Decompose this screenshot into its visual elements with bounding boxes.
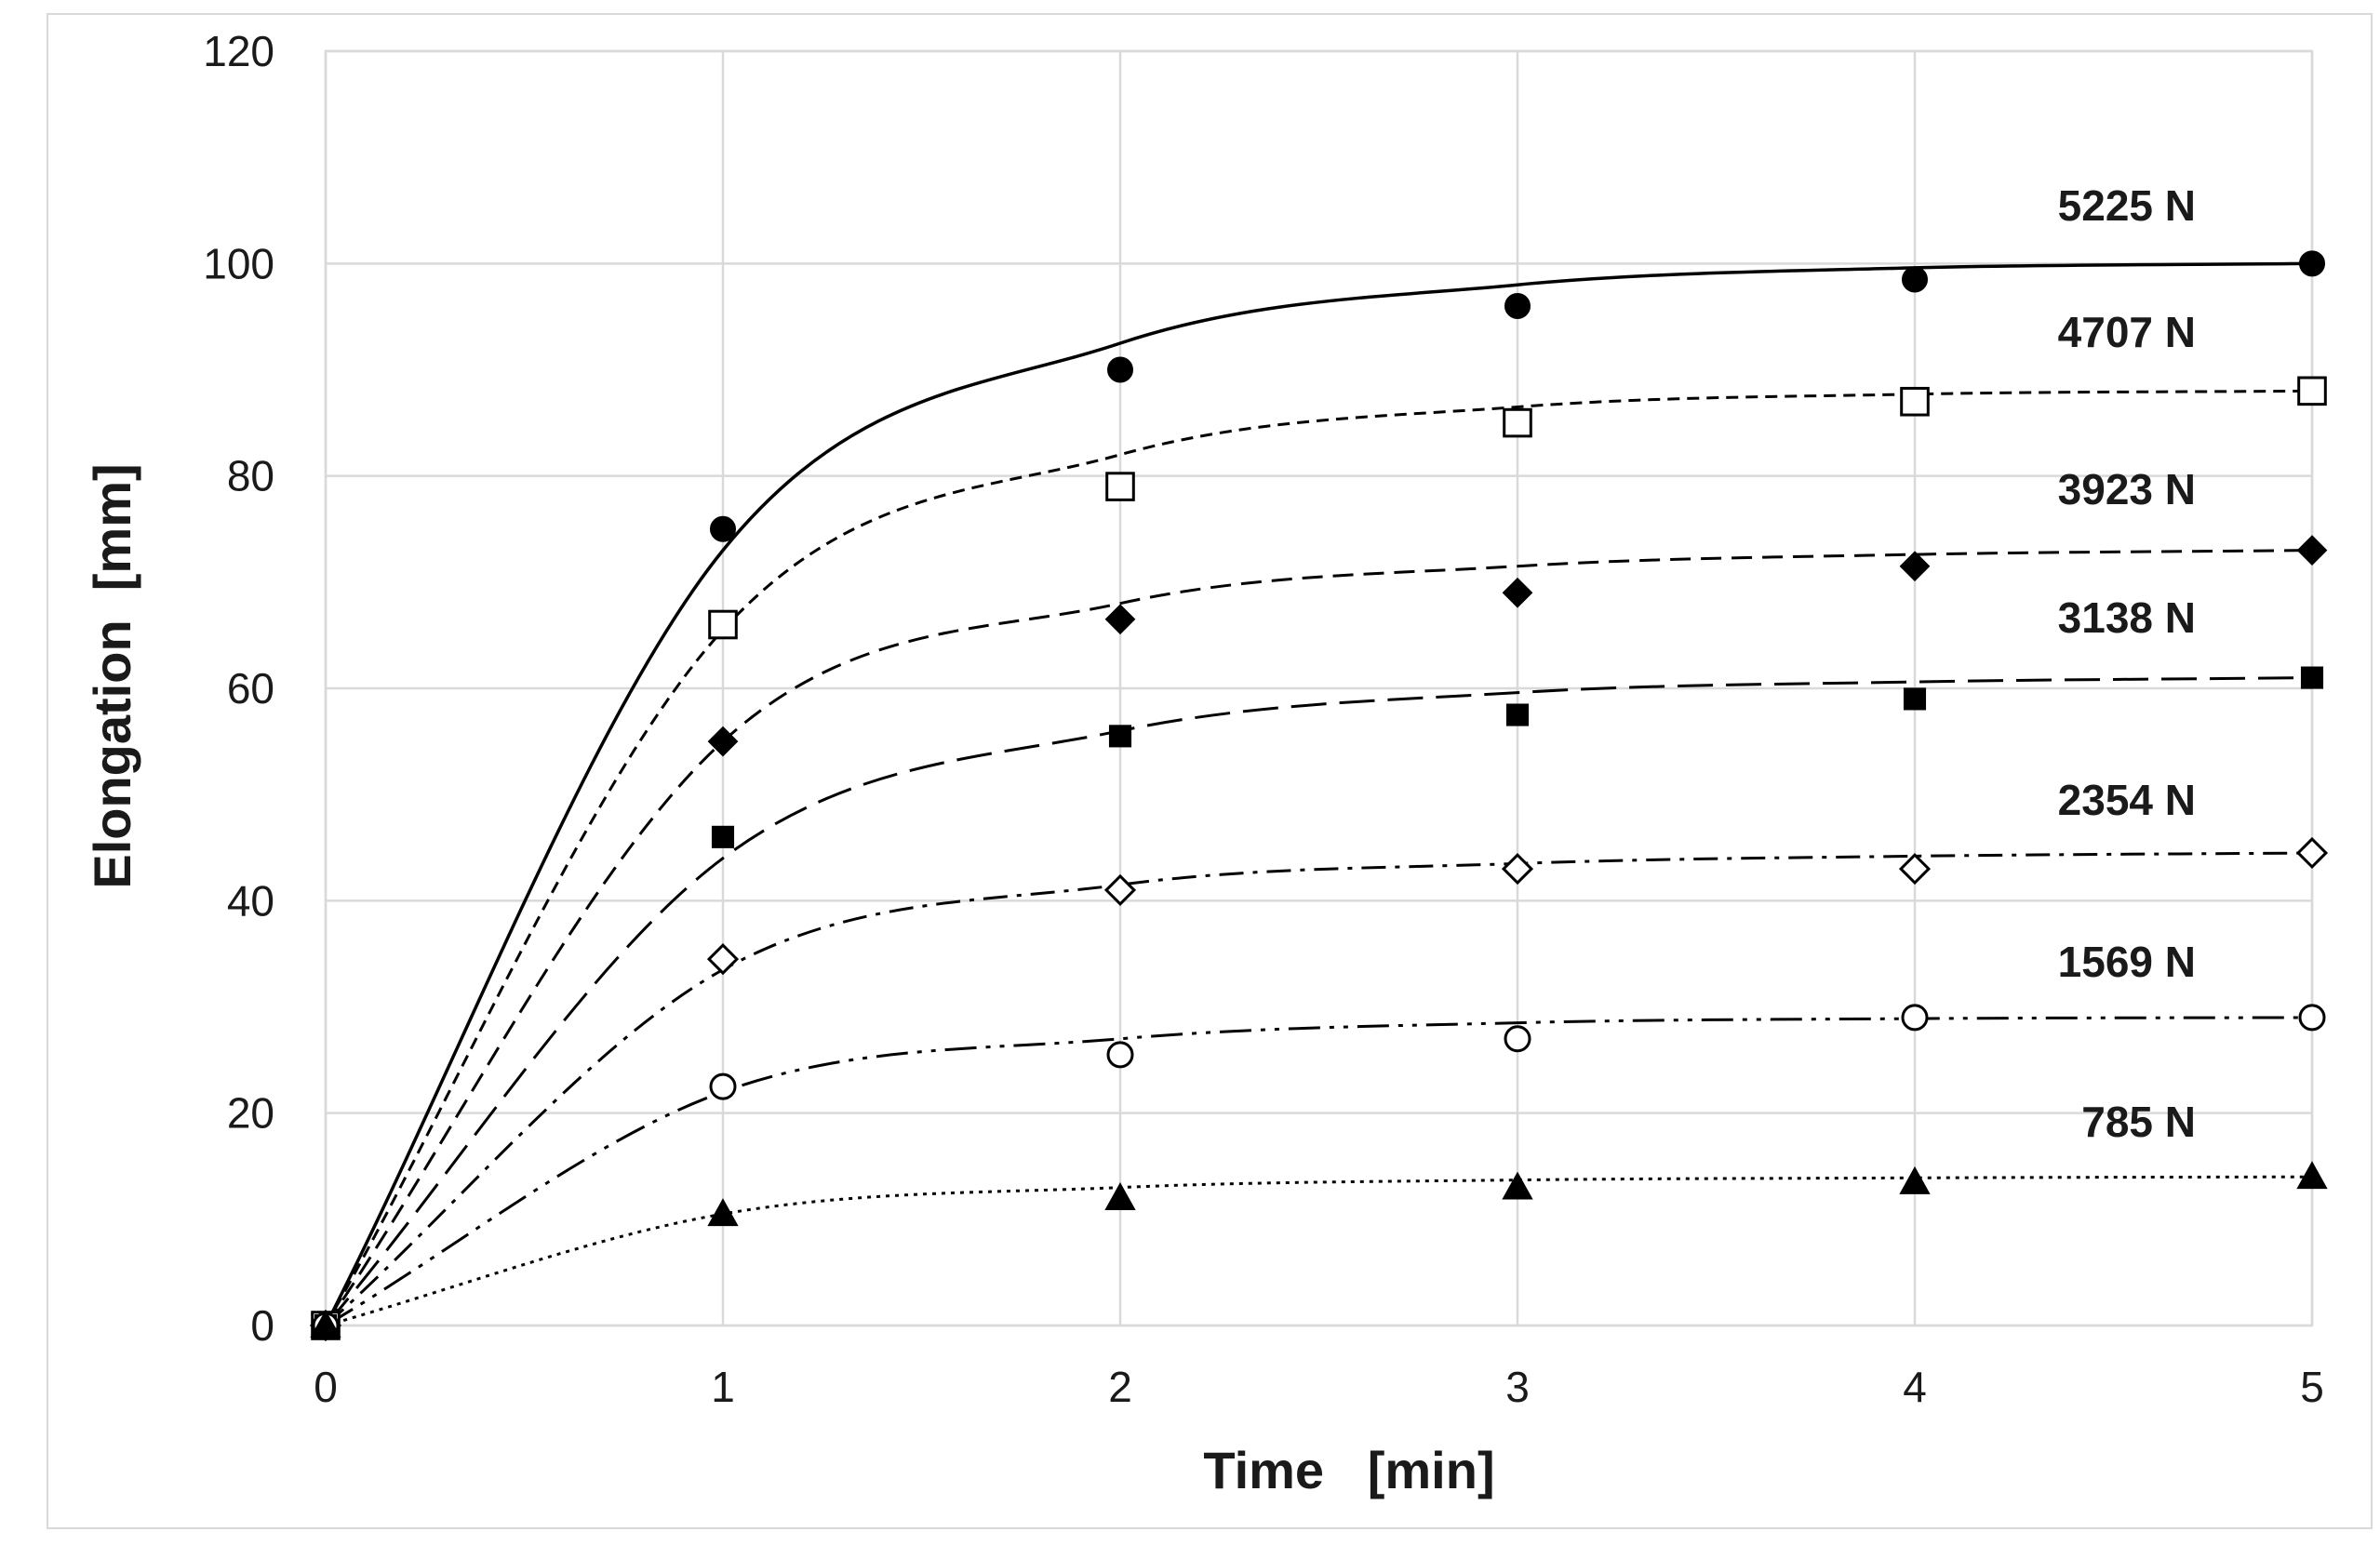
data-point-3138n <box>1108 725 1132 748</box>
y-tick-label: 120 <box>203 27 274 75</box>
x-tick-label: 1 <box>711 1363 735 1411</box>
grid-layer <box>324 49 2314 1327</box>
data-point-3923n <box>1899 551 1931 582</box>
data-point-1569n <box>1106 1041 1134 1069</box>
data-point-1569n <box>709 1072 737 1100</box>
data-point-3923n <box>2296 535 2328 566</box>
series-label-3923n: 3923 N <box>2058 465 2196 513</box>
data-point-5225n <box>2299 250 2325 277</box>
data-point-3138n <box>2300 666 2324 689</box>
series-label-1569n: 1569 N <box>2058 938 2196 986</box>
data-point-3138n <box>1505 703 1530 726</box>
data-point-785n <box>707 1198 739 1227</box>
series-line-1569n <box>325 1016 2313 1327</box>
y-tick-label: 60 <box>227 664 274 713</box>
data-point-5225n <box>1504 293 1531 319</box>
data-point-785n <box>310 1309 341 1338</box>
data-point-3138n <box>1903 687 1927 711</box>
data-point-2354n <box>706 943 740 976</box>
series-line-3138n <box>324 676 2313 1326</box>
data-point-5225n <box>1107 356 1133 383</box>
data-point-3923n <box>1502 577 1533 608</box>
data-point-785n <box>1899 1165 1931 1194</box>
data-point-2354n <box>1501 853 1534 886</box>
x-tick-label: 2 <box>1108 1363 1132 1411</box>
data-point-785n <box>1502 1171 1533 1200</box>
data-point-785n <box>1104 1181 1136 1210</box>
data-point-2354n <box>1898 853 1932 886</box>
data-point-1569n <box>1901 1004 1929 1032</box>
data-point-4707n <box>2297 376 2327 406</box>
y-axis-title: Elongation [mm] <box>83 463 141 888</box>
data-point-1569n <box>2298 1004 2326 1032</box>
data-point-3138n <box>711 825 735 848</box>
series-line-3923n <box>324 549 2313 1326</box>
data-point-785n <box>2296 1161 2328 1190</box>
curve-layer <box>324 261 2313 1327</box>
data-point-5225n <box>710 515 736 542</box>
y-tick-label: 20 <box>227 1089 274 1138</box>
data-point-4707n <box>1900 386 1930 417</box>
x-tick-label: 4 <box>1903 1363 1927 1411</box>
data-point-2354n <box>2295 836 2329 870</box>
data-point-4707n <box>1105 472 1135 501</box>
data-point-5225n <box>1902 266 1928 293</box>
series-label-4707n: 4707 N <box>2058 308 2196 356</box>
series-label-785n: 785 N <box>2081 1098 2196 1146</box>
x-tick-label: 0 <box>314 1363 338 1411</box>
series-label-2354n: 2354 N <box>2058 776 2196 824</box>
series-label-3138n: 3138 N <box>2058 593 2196 642</box>
marker-layer <box>309 250 2329 1342</box>
y-tick-label: 40 <box>227 876 274 925</box>
series-line-4707n <box>324 389 2313 1326</box>
text-layer: Time [min] Elongation [mm] 0204060801001… <box>83 27 2324 1499</box>
x-tick-label: 5 <box>2300 1363 2324 1411</box>
series-line-5225n <box>324 261 2313 1326</box>
data-point-4707n <box>1503 407 1532 438</box>
y-tick-label: 100 <box>203 239 274 287</box>
series-line-2354n <box>324 851 2313 1327</box>
series-line-785n <box>325 1175 2313 1327</box>
y-tick-label: 0 <box>250 1301 274 1350</box>
data-point-3923n <box>707 726 739 757</box>
series-label-5225n: 5225 N <box>2058 181 2196 230</box>
data-point-3923n <box>1104 604 1136 635</box>
data-point-4707n <box>708 609 738 640</box>
x-tick-label: 3 <box>1505 1363 1530 1411</box>
data-point-1569n <box>1504 1025 1531 1053</box>
y-tick-label: 80 <box>227 452 274 500</box>
data-point-2354n <box>1103 873 1137 906</box>
x-axis-title: Time [min] <box>1203 1441 1494 1499</box>
